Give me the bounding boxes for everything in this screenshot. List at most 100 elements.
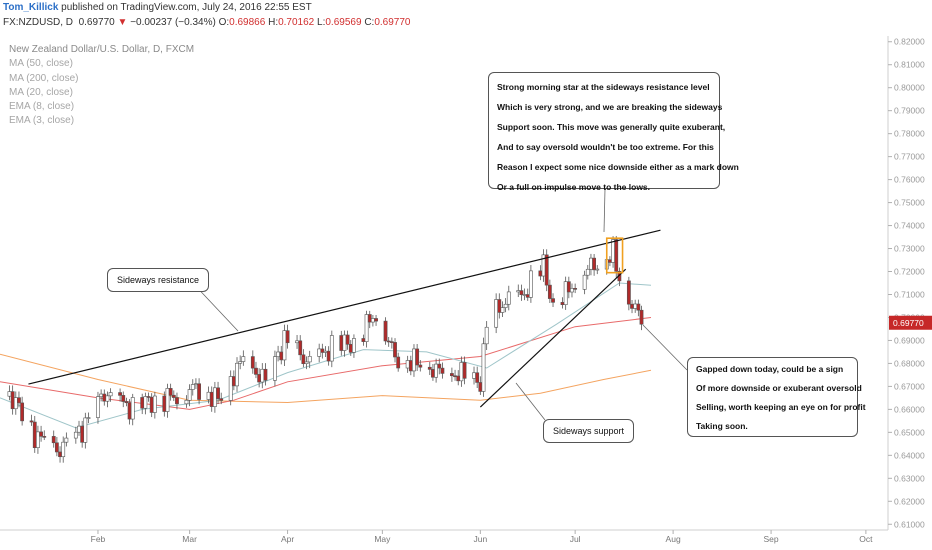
- low-label: L:: [317, 17, 326, 28]
- candle-body: [209, 391, 214, 407]
- note-line: Of more downside or exuberant oversold: [696, 383, 862, 393]
- candle-body: [342, 334, 347, 351]
- publish-header: Tom_Killick published on TradingView.com…: [3, 2, 312, 13]
- ma-line: [0, 282, 652, 429]
- legend-item-ema3[interactable]: EMA (3, close): [9, 115, 75, 127]
- y-tick-label: 0.66000: [894, 404, 925, 414]
- candle-body: [497, 299, 502, 313]
- candle-body: [13, 397, 18, 410]
- y-tick-label: 0.82000: [894, 37, 925, 47]
- last-price-label: 0.69770: [893, 318, 924, 328]
- candle-body: [61, 441, 66, 458]
- candle-body: [367, 314, 372, 323]
- y-tick-label: 0.81000: [894, 60, 925, 70]
- candle-body: [140, 397, 145, 409]
- candle-body: [162, 395, 167, 412]
- candle-body: [352, 338, 356, 353]
- candle-body: [538, 270, 543, 277]
- note-line: Which is very strong, and we are breakin…: [497, 102, 723, 112]
- y-tick-label: 0.78000: [894, 129, 925, 139]
- legend-item-ema8[interactable]: EMA (8, close): [9, 101, 75, 113]
- y-tick-label: 0.75000: [894, 198, 925, 208]
- ma-line: [0, 353, 652, 404]
- y-tick-label: 0.74000: [894, 221, 925, 231]
- candle-body: [437, 363, 442, 369]
- note-line: And to say oversold wouldn't be too extr…: [497, 142, 714, 152]
- candle-body: [118, 392, 122, 396]
- candle-body: [481, 343, 486, 392]
- candle-body: [149, 396, 154, 413]
- candle-body: [121, 395, 126, 402]
- x-tick-label: Feb: [91, 534, 106, 544]
- chart-legend: New Zealand Dollar/U.S. Dollar, D, FXCM …: [9, 43, 194, 129]
- y-tick-label: 0.69000: [894, 335, 925, 345]
- candle-body: [254, 367, 258, 375]
- close-value: 0.69770: [374, 17, 411, 28]
- candle-body: [595, 268, 600, 271]
- candle-body: [418, 364, 423, 368]
- candle-body: [462, 362, 467, 379]
- candle-body: [32, 421, 37, 448]
- candle-body: [39, 431, 43, 437]
- note-line: Strong morning star at the sideways resi…: [497, 82, 710, 92]
- candle-body: [197, 383, 201, 400]
- candle-body: [102, 393, 107, 402]
- low-value: 0.69569: [325, 17, 362, 28]
- morning-star-highlight: [605, 237, 624, 274]
- candle-body: [450, 373, 454, 377]
- candle-body: [547, 284, 552, 299]
- candle-body: [175, 397, 179, 405]
- candle-body: [339, 335, 344, 351]
- candle-body: [582, 274, 587, 290]
- down-arrow-icon: ▼: [117, 17, 128, 28]
- candle-body: [506, 291, 511, 305]
- callout-pointer: [515, 382, 546, 421]
- candle-body: [86, 417, 91, 419]
- legend-item-ma200[interactable]: MA (200, close): [9, 72, 79, 84]
- candle-body: [361, 338, 366, 342]
- candle-body: [124, 401, 129, 404]
- candle-body: [17, 397, 21, 404]
- candle-body: [494, 299, 499, 328]
- x-tick-label: Apr: [281, 534, 294, 544]
- candle-body: [168, 388, 173, 396]
- candle-body: [36, 431, 40, 448]
- candle-body: [108, 392, 113, 397]
- candle-body: [626, 280, 631, 305]
- candle-body: [295, 340, 299, 344]
- candle-body: [80, 425, 85, 443]
- candle-body: [235, 362, 239, 387]
- candle-body: [152, 395, 157, 413]
- legend-item-ma20[interactable]: MA (20, close): [9, 86, 73, 98]
- candle-body: [257, 374, 262, 383]
- candle-body: [630, 303, 634, 309]
- candle-body: [570, 288, 574, 293]
- candle-body: [190, 384, 195, 390]
- candle-body: [219, 398, 224, 401]
- candle-body: [374, 318, 378, 322]
- author-link[interactable]: Tom_Killick: [3, 2, 59, 13]
- high-value: 0.70162: [278, 17, 315, 28]
- candle-body: [276, 351, 280, 357]
- x-tick-label: Jun: [473, 534, 487, 544]
- candle-body: [77, 425, 81, 433]
- y-tick-label: 0.67000: [894, 381, 925, 391]
- candle-body: [427, 366, 432, 370]
- candle-body: [478, 382, 483, 392]
- candle-body: [345, 334, 350, 345]
- candle-body: [250, 356, 255, 369]
- candle-body: [348, 344, 353, 353]
- candle-body: [187, 389, 192, 401]
- candle-body: [83, 417, 88, 443]
- open-value: 0.69866: [229, 17, 266, 28]
- legend-title: New Zealand Dollar/U.S. Dollar, D, FXCM: [9, 44, 195, 55]
- y-tick-label: 0.68000: [894, 358, 925, 368]
- candle-body: [206, 391, 211, 400]
- y-tick-label: 0.77000: [894, 152, 925, 162]
- legend-item-ma50[interactable]: MA (50, close): [9, 58, 73, 70]
- candle-body: [216, 387, 220, 399]
- candle-body: [560, 302, 565, 306]
- candle-body: [566, 281, 571, 293]
- candle-body: [326, 350, 331, 362]
